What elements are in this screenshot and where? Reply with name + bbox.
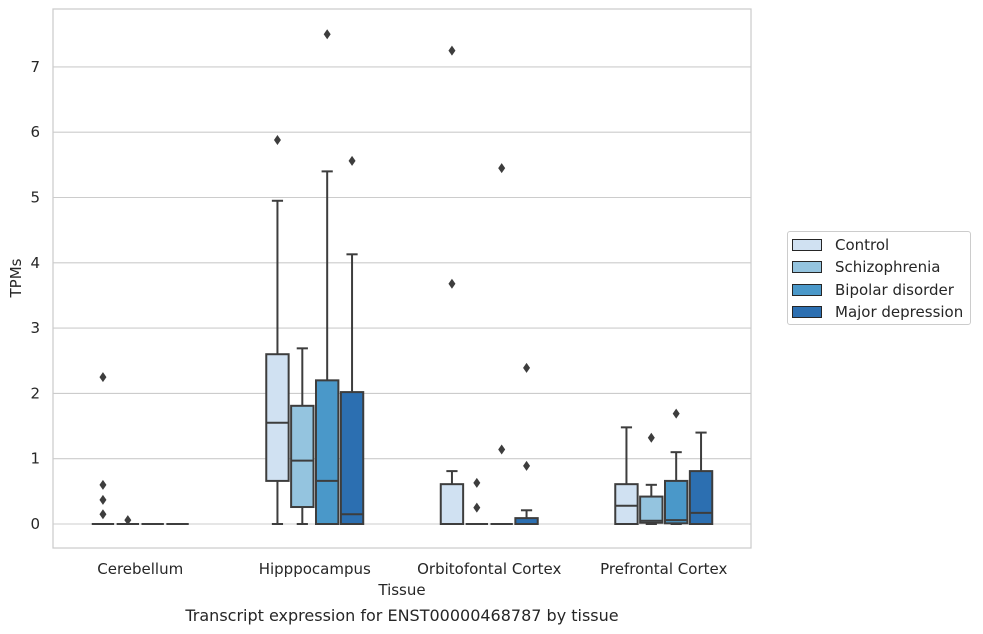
box bbox=[290, 404, 315, 509]
legend-swatch-schizophrenia bbox=[792, 261, 822, 273]
outlier-point bbox=[448, 45, 456, 56]
plot-area bbox=[53, 9, 751, 548]
y-tick-label: 6 bbox=[30, 123, 40, 141]
y-tick-labels: 0 1 2 3 4 5 6 7 bbox=[30, 58, 40, 533]
box bbox=[663, 479, 689, 525]
legend-swatch-bipolar-disorder bbox=[792, 284, 822, 296]
legend-item-schizophrenia: Schizophrenia bbox=[792, 257, 940, 277]
box-group bbox=[339, 155, 365, 525]
outlier-point bbox=[523, 460, 531, 471]
outlier-point bbox=[99, 479, 107, 490]
outlier-point bbox=[124, 515, 132, 526]
box bbox=[439, 483, 465, 525]
y-tick-label: 0 bbox=[30, 515, 40, 533]
box bbox=[265, 353, 290, 482]
y-tick-label: 4 bbox=[30, 254, 40, 272]
legend-label-bipolar-disorder: Bipolar disorder bbox=[835, 281, 954, 299]
outlier-point bbox=[473, 502, 481, 513]
box-group bbox=[116, 515, 140, 526]
box-group bbox=[614, 426, 639, 525]
box-group bbox=[290, 347, 315, 525]
outlier-point bbox=[672, 408, 680, 419]
outlier-point bbox=[498, 163, 506, 174]
boxes bbox=[91, 29, 714, 526]
outlier-point bbox=[99, 494, 107, 505]
box-group bbox=[439, 45, 465, 525]
box bbox=[639, 495, 664, 524]
figure-caption: Transcript expression for ENST0000046878… bbox=[185, 606, 619, 625]
outlier-point bbox=[99, 372, 107, 383]
outlier-point bbox=[273, 135, 281, 146]
x-axis-label: Tissue bbox=[377, 581, 425, 599]
outlier-point bbox=[647, 432, 655, 443]
box-group bbox=[91, 372, 115, 525]
box-group bbox=[265, 135, 290, 525]
box bbox=[339, 391, 365, 525]
legend-label-major-depression: Major depression bbox=[835, 303, 964, 321]
legend-swatch-major-depression bbox=[792, 306, 822, 318]
box-group bbox=[514, 362, 539, 525]
y-tick-label: 1 bbox=[30, 450, 40, 468]
x-tick-label: Cerebellum bbox=[97, 560, 183, 578]
legend-item-major-depression: Major depression bbox=[792, 302, 963, 322]
y-axis-label: TPMs bbox=[7, 258, 25, 298]
outlier-point bbox=[448, 278, 456, 289]
x-tick-label: Prefrontal Cortex bbox=[600, 560, 727, 578]
legend-item-control: Control bbox=[792, 235, 889, 255]
box-group bbox=[490, 163, 513, 525]
y-tick-label: 7 bbox=[30, 58, 40, 76]
outlier-point bbox=[498, 444, 506, 455]
box bbox=[614, 483, 639, 525]
legend-item-bipolar-disorder: Bipolar disorder bbox=[792, 280, 954, 300]
outlier-point bbox=[348, 155, 356, 166]
box-group bbox=[465, 477, 489, 525]
legend-label-schizophrenia: Schizophrenia bbox=[835, 258, 941, 276]
box bbox=[314, 379, 340, 525]
box bbox=[688, 470, 714, 525]
x-tick-label: Hipppocampus bbox=[259, 560, 371, 578]
box-group bbox=[314, 29, 340, 525]
outlier-point bbox=[473, 477, 481, 488]
plot-border bbox=[52, 8, 752, 549]
y-tick-label: 3 bbox=[30, 319, 40, 337]
box-group bbox=[639, 432, 664, 525]
legend-swatch-control bbox=[792, 239, 822, 251]
box-group bbox=[688, 431, 714, 525]
outlier-point bbox=[523, 362, 531, 373]
y-tick-label: 5 bbox=[30, 189, 40, 207]
y-tick-label: 2 bbox=[30, 384, 40, 402]
outlier-point bbox=[323, 29, 331, 40]
legend: Control Schizophrenia Bipolar disorder M… bbox=[787, 231, 971, 325]
legend-label-control: Control bbox=[835, 236, 890, 254]
x-tick-labels: Cerebellum Hipppocampus Orbitofontal Corte… bbox=[97, 560, 727, 578]
x-tick-label: Orbitofontal Cortex bbox=[417, 560, 561, 578]
box-group bbox=[663, 408, 689, 525]
outlier-point bbox=[99, 509, 107, 520]
